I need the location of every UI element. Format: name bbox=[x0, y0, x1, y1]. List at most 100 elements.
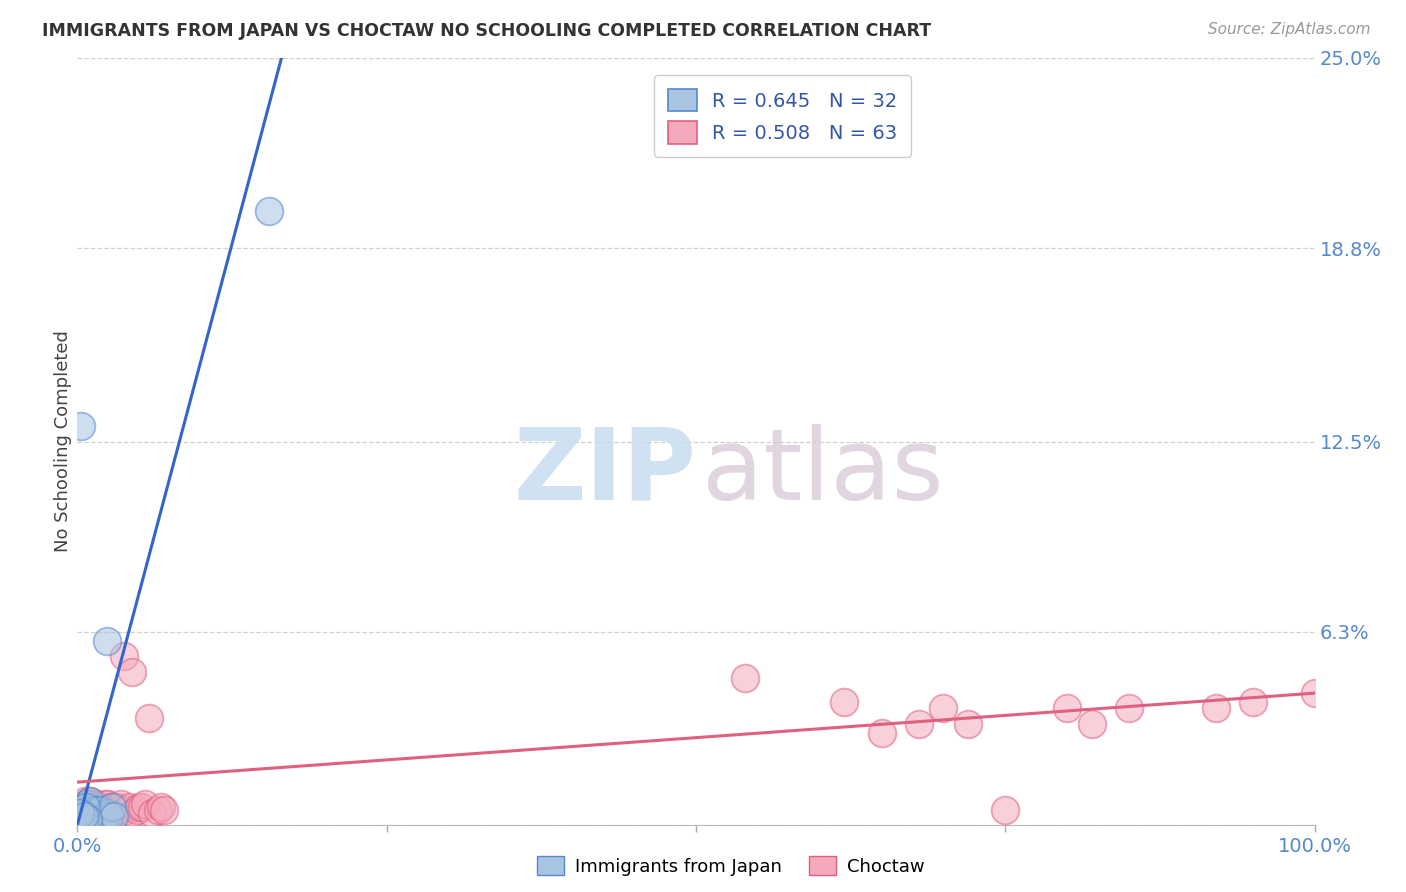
Point bbox=[97, 803, 120, 817]
Point bbox=[75, 799, 97, 814]
Point bbox=[101, 805, 124, 820]
Point bbox=[82, 803, 104, 817]
Text: atlas: atlas bbox=[702, 424, 943, 521]
Point bbox=[131, 799, 153, 814]
Point bbox=[84, 803, 107, 817]
Point bbox=[101, 799, 124, 814]
Point bbox=[1081, 716, 1104, 731]
Point bbox=[834, 695, 856, 709]
Point bbox=[90, 805, 112, 820]
Point bbox=[69, 809, 91, 823]
Point bbox=[870, 726, 893, 740]
Point bbox=[72, 799, 94, 814]
Point bbox=[76, 797, 98, 811]
Point bbox=[150, 799, 173, 814]
Legend: R = 0.645   N = 32, R = 0.508   N = 63: R = 0.645 N = 32, R = 0.508 N = 63 bbox=[654, 75, 911, 157]
Point bbox=[110, 797, 132, 811]
Point bbox=[1118, 701, 1140, 715]
Point bbox=[105, 799, 128, 814]
Point bbox=[153, 803, 176, 817]
Point bbox=[76, 805, 98, 820]
Point bbox=[97, 797, 120, 811]
Point bbox=[77, 799, 100, 814]
Point bbox=[138, 711, 160, 725]
Point bbox=[91, 799, 114, 814]
Point bbox=[83, 805, 105, 820]
Point bbox=[89, 803, 111, 817]
Point bbox=[83, 803, 105, 817]
Point bbox=[80, 809, 103, 823]
Point bbox=[100, 799, 122, 814]
Legend: Immigrants from Japan, Choctaw: Immigrants from Japan, Choctaw bbox=[530, 849, 932, 883]
Point bbox=[134, 797, 156, 811]
Point bbox=[76, 797, 98, 811]
Point bbox=[103, 805, 125, 820]
Point bbox=[1056, 701, 1078, 715]
Point bbox=[103, 799, 125, 814]
Point bbox=[96, 634, 118, 648]
Point bbox=[77, 812, 100, 826]
Point bbox=[957, 716, 980, 731]
Y-axis label: No Schooling Completed: No Schooling Completed bbox=[55, 331, 73, 552]
Point bbox=[79, 809, 101, 823]
Point bbox=[115, 803, 138, 817]
Point bbox=[79, 803, 101, 817]
Point bbox=[91, 812, 114, 826]
Point bbox=[93, 803, 115, 817]
Point bbox=[128, 799, 150, 814]
Point bbox=[932, 701, 955, 715]
Point bbox=[122, 805, 145, 820]
Point bbox=[84, 809, 107, 823]
Point bbox=[69, 803, 91, 817]
Point bbox=[121, 665, 143, 679]
Point bbox=[75, 809, 97, 823]
Point bbox=[1303, 686, 1326, 700]
Point bbox=[103, 809, 125, 823]
Point bbox=[93, 809, 115, 823]
Point bbox=[79, 793, 101, 807]
Text: ZIP: ZIP bbox=[513, 424, 696, 521]
Text: IMMIGRANTS FROM JAPAN VS CHOCTAW NO SCHOOLING COMPLETED CORRELATION CHART: IMMIGRANTS FROM JAPAN VS CHOCTAW NO SCHO… bbox=[42, 22, 931, 40]
Point bbox=[80, 805, 103, 820]
Point bbox=[70, 419, 93, 434]
Point bbox=[72, 803, 94, 817]
Point bbox=[257, 204, 280, 219]
Point bbox=[86, 809, 108, 823]
Point bbox=[1241, 695, 1264, 709]
Point bbox=[82, 809, 104, 823]
Point bbox=[72, 797, 94, 811]
Point bbox=[86, 803, 108, 817]
Point bbox=[72, 805, 94, 820]
Point bbox=[82, 799, 104, 814]
Point bbox=[994, 803, 1017, 817]
Point bbox=[118, 799, 141, 814]
Point bbox=[98, 809, 121, 823]
Point bbox=[82, 809, 104, 823]
Point bbox=[146, 803, 169, 817]
Point bbox=[89, 803, 111, 817]
Point bbox=[79, 793, 101, 807]
Point bbox=[93, 797, 115, 811]
Point bbox=[734, 671, 756, 685]
Point bbox=[125, 803, 148, 817]
Point bbox=[73, 805, 96, 820]
Point bbox=[72, 809, 94, 823]
Point bbox=[70, 812, 93, 826]
Point bbox=[82, 797, 104, 811]
Point bbox=[141, 805, 163, 820]
Point bbox=[107, 803, 129, 817]
Point bbox=[73, 812, 96, 826]
Point bbox=[75, 809, 97, 823]
Point bbox=[87, 799, 110, 814]
Point bbox=[72, 799, 94, 814]
Point bbox=[70, 803, 93, 817]
Text: Source: ZipAtlas.com: Source: ZipAtlas.com bbox=[1208, 22, 1371, 37]
Point bbox=[84, 797, 107, 811]
Point bbox=[72, 805, 94, 820]
Point bbox=[77, 803, 100, 817]
Point bbox=[97, 805, 120, 820]
Point bbox=[73, 793, 96, 807]
Point bbox=[69, 805, 91, 820]
Point bbox=[907, 716, 929, 731]
Point bbox=[75, 803, 97, 817]
